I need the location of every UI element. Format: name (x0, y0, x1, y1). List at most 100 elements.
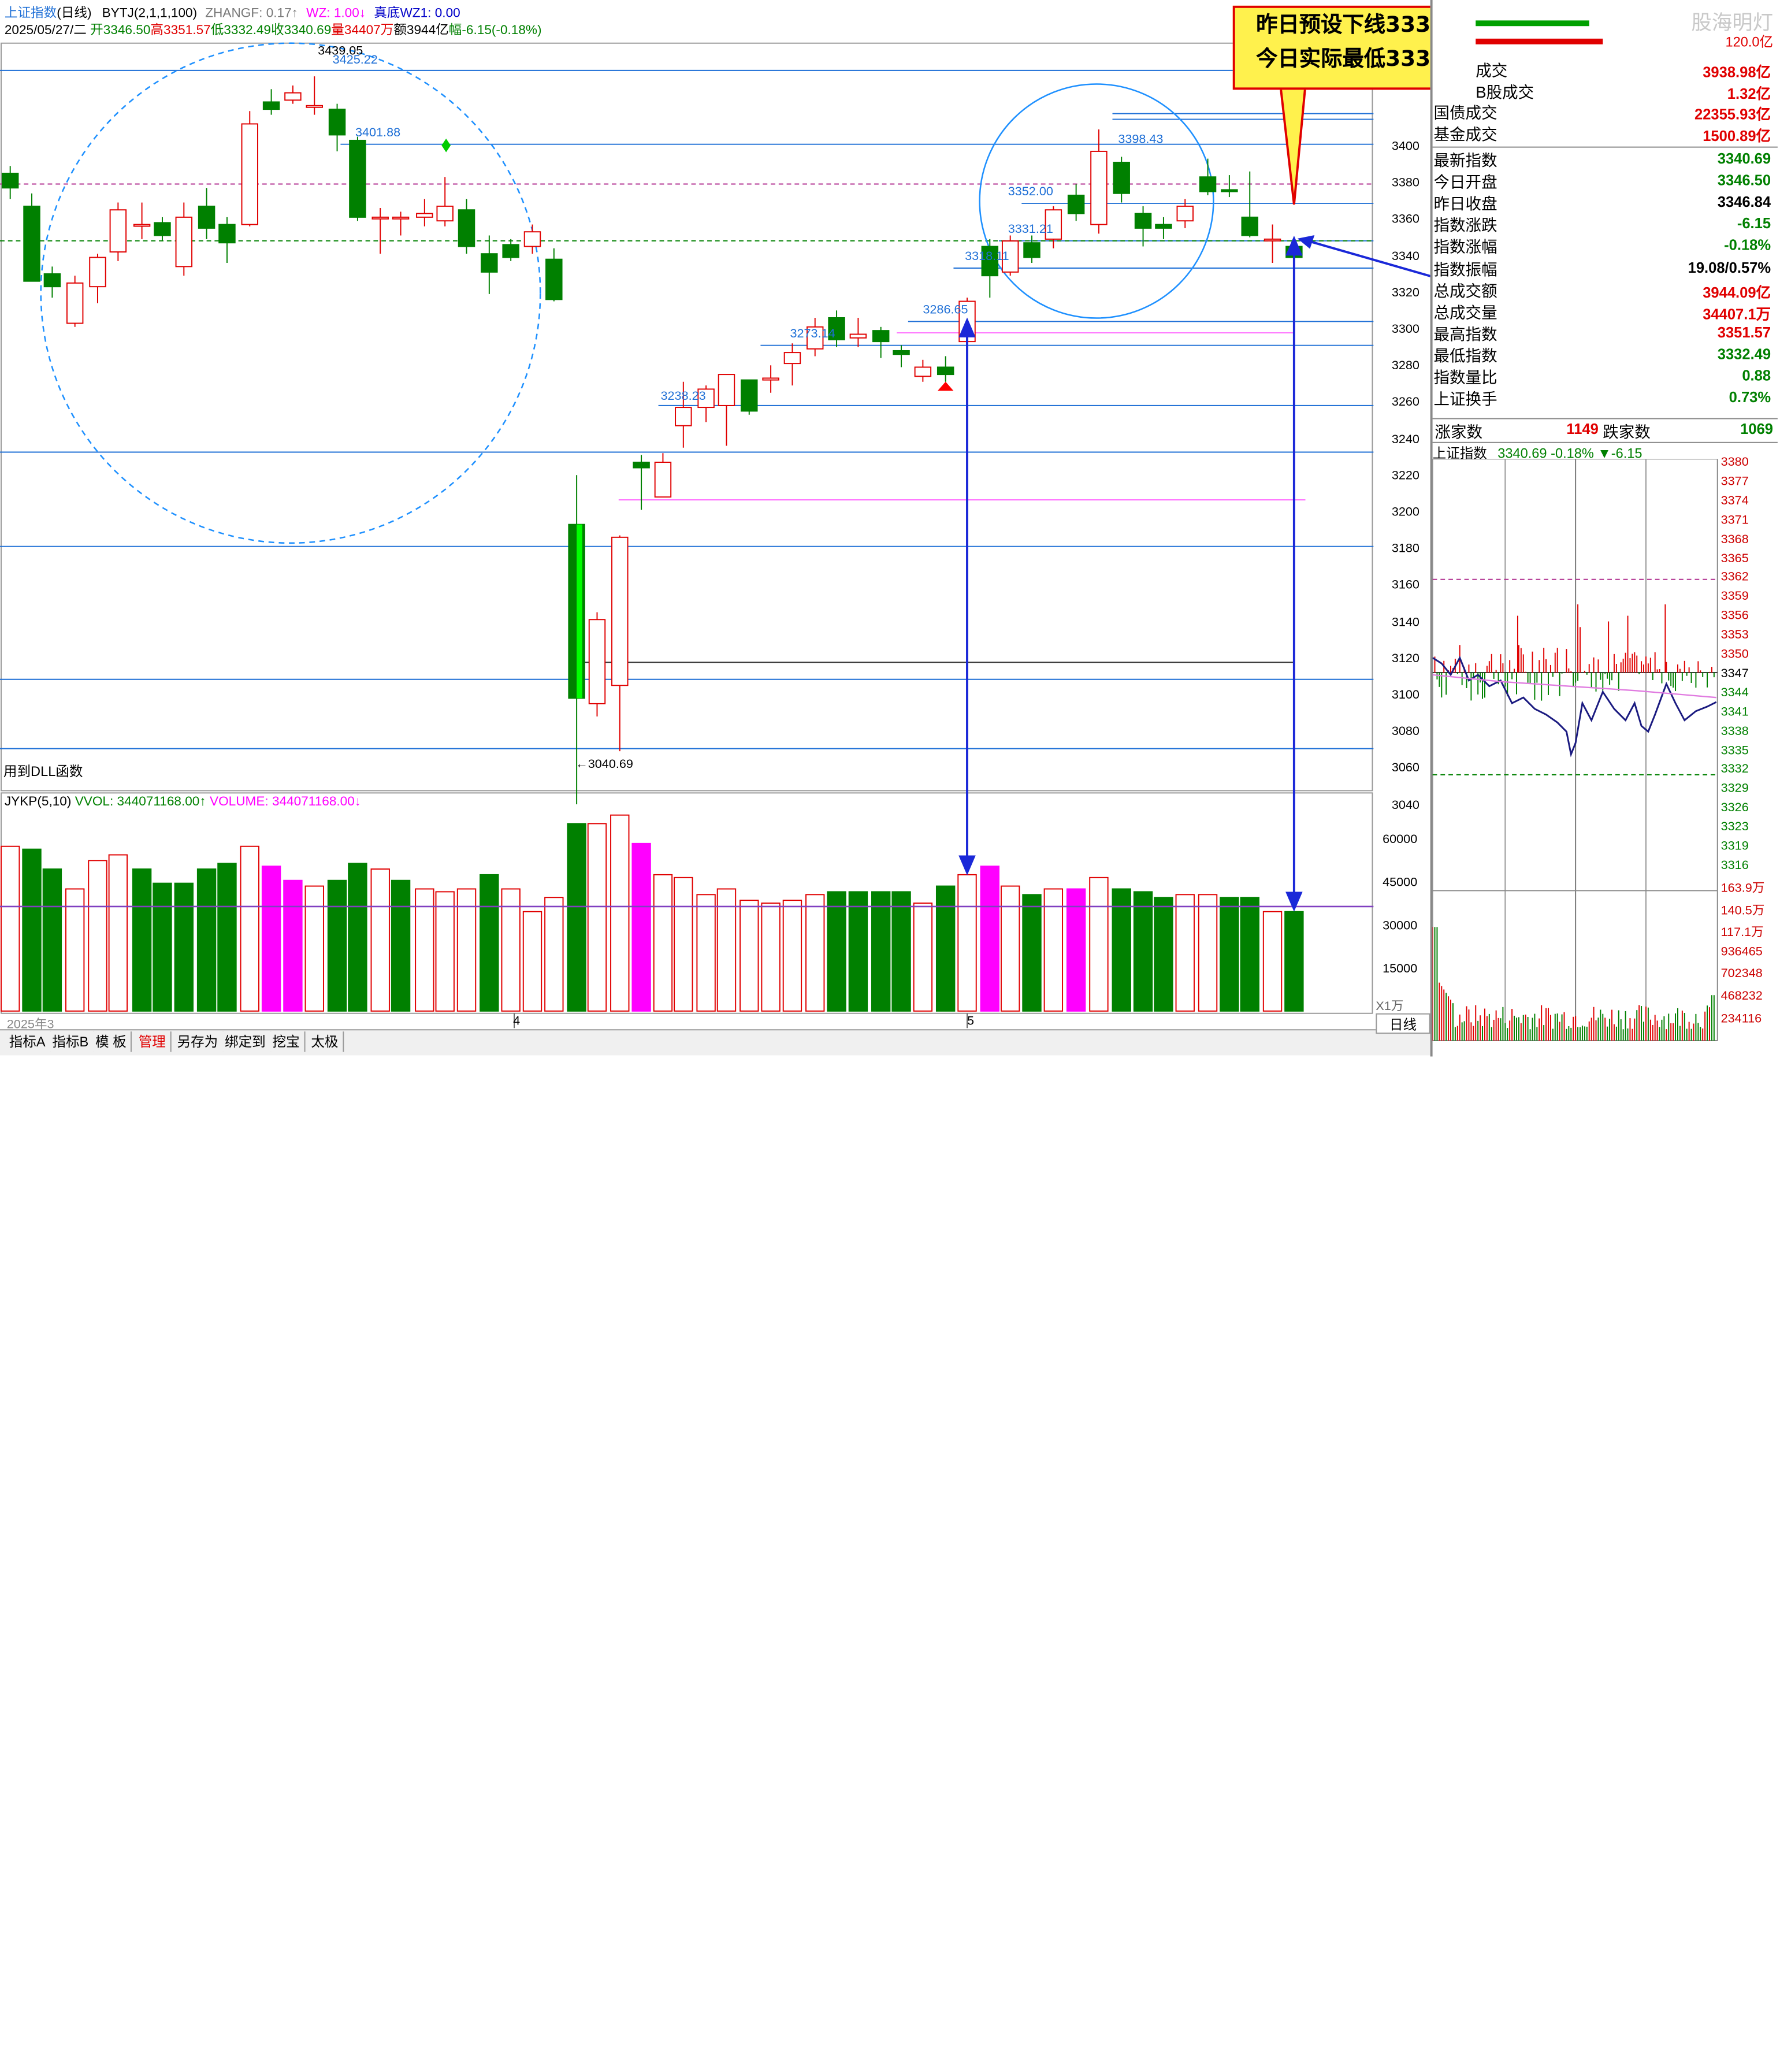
candle[interactable] (1155, 217, 1172, 239)
candle[interactable] (675, 381, 692, 448)
candle[interactable] (806, 317, 824, 357)
candle[interactable] (458, 199, 475, 254)
candle[interactable] (588, 612, 606, 717)
candle[interactable] (981, 239, 999, 298)
candle[interactable] (654, 453, 672, 498)
tab-1[interactable]: 指标B (47, 1031, 95, 1052)
candle[interactable] (523, 224, 541, 254)
candle[interactable] (416, 199, 433, 226)
candle[interactable] (154, 217, 171, 242)
candle[interactable] (828, 310, 845, 347)
volume-bar (980, 866, 1000, 1012)
candle[interactable] (1001, 235, 1019, 276)
price-tick: 3220 (1391, 469, 1419, 483)
dll-note: 用到DLL函数 (3, 763, 83, 779)
candle[interactable] (893, 345, 910, 367)
header-high: 高3351.57 (150, 24, 211, 38)
candle[interactable] (306, 76, 323, 115)
candle[interactable] (198, 188, 215, 239)
candle[interactable] (218, 217, 236, 263)
mini-price-tick: 3371 (1720, 513, 1749, 527)
breadth-row: 涨家数 1149 跌家数 1069 (1432, 418, 1778, 443)
candle[interactable] (1045, 206, 1062, 248)
volume-bar (261, 866, 281, 1012)
mini-volume-tick: 468232 (1720, 989, 1763, 1004)
candle[interactable] (241, 111, 258, 226)
candle[interactable] (1090, 129, 1108, 234)
candle[interactable] (262, 89, 280, 115)
indicator-name: BYTJ(2,1,1,100) (102, 6, 198, 21)
candle[interactable] (1264, 224, 1281, 263)
intraday-chart[interactable] (1432, 459, 1719, 1049)
candle[interactable] (284, 85, 302, 104)
candle[interactable] (133, 202, 151, 239)
candle[interactable] (349, 136, 366, 221)
candle[interactable] (1023, 235, 1040, 263)
candle[interactable] (392, 211, 410, 236)
candle[interactable] (697, 385, 715, 422)
candle[interactable] (937, 356, 954, 382)
candle[interactable] (371, 208, 389, 254)
quote-value: 1.32亿 (1727, 84, 1771, 102)
tab-4[interactable]: 另存为 (172, 1031, 224, 1052)
period-button[interactable]: 日线 (1376, 1013, 1430, 1034)
volume-bar (415, 888, 434, 1012)
tab-0[interactable]: 指标A (4, 1031, 51, 1052)
candle[interactable] (1113, 157, 1130, 203)
symbol-name[interactable]: 上证指数 (4, 6, 57, 21)
candle[interactable] (43, 266, 61, 298)
candle[interactable] (1176, 199, 1194, 228)
candle[interactable] (175, 202, 193, 276)
volume-bar (1089, 877, 1109, 1012)
volume-bar (174, 882, 194, 1012)
volume-bar (1022, 894, 1042, 1012)
candle[interactable] (741, 379, 758, 415)
main-chart[interactable] (0, 0, 1374, 1028)
tab-2[interactable]: 模 板 (91, 1031, 132, 1052)
candle[interactable] (436, 177, 454, 226)
candle[interactable] (783, 343, 801, 386)
label-3238: 3238.23 (660, 389, 706, 403)
candle[interactable] (502, 239, 519, 261)
candle[interactable] (611, 535, 629, 752)
tab-6[interactable]: 挖宝 (267, 1031, 306, 1052)
quote-label: 指数振幅 (1433, 259, 1497, 278)
tab-3[interactable]: 管理 (133, 1031, 172, 1052)
candle[interactable] (849, 317, 867, 347)
candle[interactable] (109, 202, 127, 261)
label-3331: 3331.21 (1008, 222, 1053, 236)
candle[interactable] (1134, 206, 1152, 247)
candle[interactable] (89, 254, 106, 303)
candle[interactable] (1, 166, 19, 199)
header-amount: 额3944亿 (393, 24, 449, 38)
tab-7[interactable]: 太极 (306, 1031, 344, 1052)
candle[interactable] (872, 326, 890, 358)
price-tick: 3080 (1391, 725, 1419, 739)
volume-bar (610, 814, 630, 1012)
candle[interactable] (718, 374, 735, 446)
mini-price-tick: 3377 (1720, 474, 1749, 489)
volume-bar (740, 900, 759, 1012)
candle[interactable] (633, 455, 650, 510)
volume-bar (370, 868, 390, 1012)
candle[interactable] (545, 248, 563, 302)
candle[interactable] (762, 365, 779, 393)
mini-volume-tick: 163.9万 (1720, 881, 1765, 896)
quote-label: 国债成交 (1433, 103, 1497, 122)
volume-unit: X1万 (1376, 1000, 1404, 1013)
candle[interactable] (23, 193, 40, 282)
candle[interactable] (914, 359, 932, 382)
tab-5[interactable]: 绑定到 (220, 1031, 272, 1052)
candle[interactable] (1241, 171, 1258, 237)
volume-tick: 60000 (1383, 833, 1418, 846)
quote-label: 昨日收盘 (1433, 194, 1497, 213)
candle[interactable] (1199, 158, 1217, 195)
volume-bar (391, 879, 411, 1012)
volume-bar (1000, 885, 1020, 1012)
candle[interactable] (1221, 175, 1238, 198)
candle[interactable] (1067, 184, 1085, 221)
volume-bar (240, 845, 259, 1012)
candle[interactable] (66, 276, 84, 327)
candle[interactable] (328, 103, 346, 151)
candle[interactable] (481, 235, 498, 294)
